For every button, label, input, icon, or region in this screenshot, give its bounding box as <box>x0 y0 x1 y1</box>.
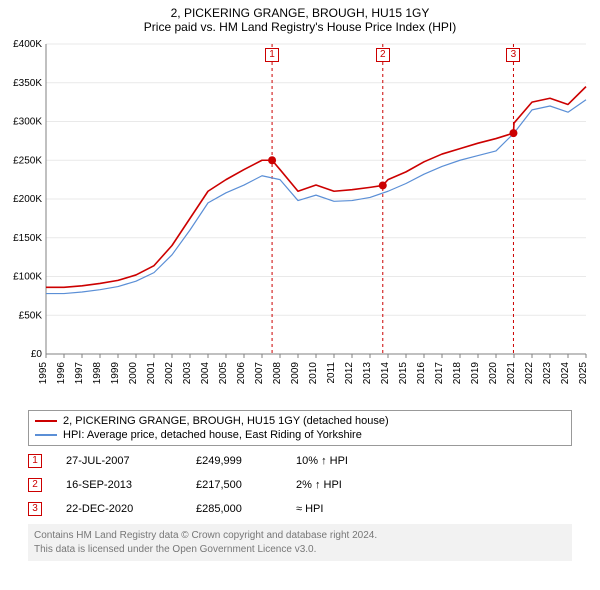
svg-text:£200K: £200K <box>13 194 42 205</box>
svg-text:2016: 2016 <box>416 362 427 385</box>
svg-text:1999: 1999 <box>110 362 121 385</box>
svg-text:2007: 2007 <box>254 362 265 385</box>
svg-text:£400K: £400K <box>13 39 42 50</box>
event-number-badge: 3 <box>28 502 42 516</box>
event-hpi-delta: 10% ↑ HPI <box>296 455 396 467</box>
svg-text:2022: 2022 <box>524 362 535 385</box>
event-date: 27-JUL-2007 <box>66 455 186 467</box>
chart-area: £0 £50K £100K £150K £200K £250K £300K £350K £400… <box>0 38 600 406</box>
line-chart-svg: £0 £50K £100K £150K £200K £250K £300K £350K £400… <box>0 38 600 406</box>
svg-text:2011: 2011 <box>326 362 337 384</box>
event-table: 1 27-JUL-2007 £249,999 10% ↑ HPI 2 16-SEP-201… <box>28 450 572 522</box>
svg-text:2013: 2013 <box>362 362 373 385</box>
svg-text:2014: 2014 <box>380 362 391 385</box>
svg-text:£100K: £100K <box>13 272 42 283</box>
svg-text:£300K: £300K <box>13 117 42 128</box>
svg-text:1997: 1997 <box>74 362 85 385</box>
svg-text:2024: 2024 <box>560 362 571 385</box>
svg-text:2005: 2005 <box>218 362 229 385</box>
svg-text:2012: 2012 <box>344 362 355 385</box>
svg-text:2019: 2019 <box>470 362 481 385</box>
vertical-marker-label: 3 <box>506 48 520 62</box>
legend-label: 2, PICKERING GRANGE, BROUGH, HU15 1GY (d… <box>63 415 389 427</box>
legend-item: 2, PICKERING GRANGE, BROUGH, HU15 1GY (d… <box>35 414 565 428</box>
svg-text:2002: 2002 <box>164 362 175 385</box>
svg-text:£350K: £350K <box>13 78 42 89</box>
svg-text:2025: 2025 <box>578 362 589 385</box>
event-hpi-delta: 2% ↑ HPI <box>296 479 396 491</box>
svg-text:2010: 2010 <box>308 362 319 385</box>
event-row: 1 27-JUL-2007 £249,999 10% ↑ HPI <box>28 450 572 474</box>
svg-text:2015: 2015 <box>398 362 409 385</box>
vertical-marker-label: 1 <box>265 48 279 62</box>
svg-text:£150K: £150K <box>13 233 42 244</box>
svg-text:2023: 2023 <box>542 362 553 385</box>
vertical-marker-label: 2 <box>376 48 390 62</box>
event-price: £285,000 <box>196 503 286 515</box>
svg-text:2021: 2021 <box>506 362 517 385</box>
legend-swatch <box>35 434 57 436</box>
event-price: £217,500 <box>196 479 286 491</box>
svg-text:2018: 2018 <box>452 362 463 385</box>
svg-text:2009: 2009 <box>290 362 301 385</box>
svg-text:£0: £0 <box>31 349 43 360</box>
svg-text:1996: 1996 <box>56 362 67 385</box>
event-date: 16-SEP-2013 <box>66 479 186 491</box>
svg-text:£50K: £50K <box>19 310 43 321</box>
footer-line-1: Contains HM Land Registry data © Crown c… <box>34 529 566 543</box>
footer-line-2: This data is licensed under the Open Gov… <box>34 543 566 557</box>
svg-text:£250K: £250K <box>13 155 42 166</box>
event-row: 3 22-DEC-2020 £285,000 ≈ HPI <box>28 498 572 522</box>
svg-text:2001: 2001 <box>146 362 157 385</box>
event-number-badge: 2 <box>28 478 42 492</box>
legend-swatch <box>35 420 57 422</box>
legend-label: HPI: Average price, detached house, East… <box>63 429 362 441</box>
event-price: £249,999 <box>196 455 286 467</box>
svg-text:2004: 2004 <box>200 362 211 385</box>
attribution-footer: Contains HM Land Registry data © Crown c… <box>28 524 572 561</box>
svg-text:2003: 2003 <box>182 362 193 385</box>
chart-subtitle: Price paid vs. HM Land Registry's House … <box>0 20 600 38</box>
svg-text:2008: 2008 <box>272 362 283 385</box>
event-row: 2 16-SEP-2013 £217,500 2% ↑ HPI <box>28 474 572 498</box>
legend-box: 2, PICKERING GRANGE, BROUGH, HU15 1GY (d… <box>28 410 572 446</box>
chart-title: 2, PICKERING GRANGE, BROUGH, HU15 1GY <box>0 0 600 20</box>
event-date: 22-DEC-2020 <box>66 503 186 515</box>
svg-text:1995: 1995 <box>38 362 49 385</box>
legend-item: HPI: Average price, detached house, East… <box>35 428 565 442</box>
event-hpi-delta: ≈ HPI <box>296 503 396 515</box>
event-number-badge: 1 <box>28 454 42 468</box>
svg-text:2006: 2006 <box>236 362 247 385</box>
svg-text:1998: 1998 <box>92 362 103 385</box>
svg-text:2000: 2000 <box>128 362 139 385</box>
svg-text:2017: 2017 <box>434 362 445 385</box>
svg-text:2020: 2020 <box>488 362 499 385</box>
